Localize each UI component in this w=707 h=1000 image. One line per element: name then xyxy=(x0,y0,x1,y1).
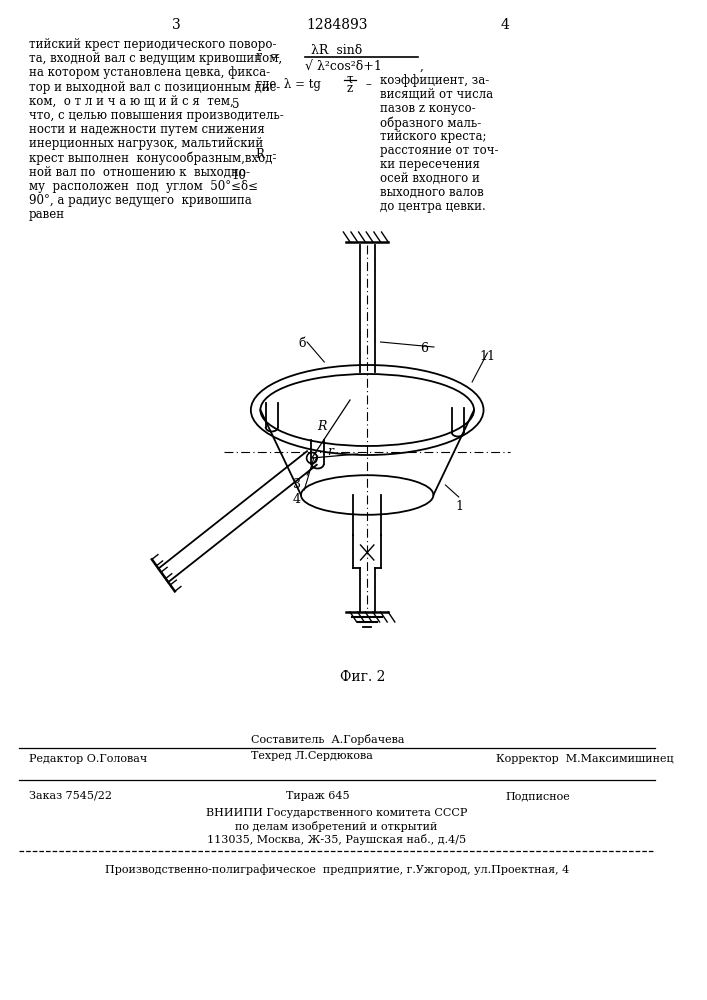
Text: 113035, Москва, Ж-35, Раушская наб., д.4/5: 113035, Москва, Ж-35, Раушская наб., д.4… xyxy=(207,834,466,845)
Text: 11: 11 xyxy=(480,350,496,363)
Text: ком,  о т л и ч а ю щ и й с я  тем,: ком, о т л и ч а ю щ и й с я тем, xyxy=(28,95,233,108)
Text: 3: 3 xyxy=(172,18,181,32)
Text: Редактор О.Головач: Редактор О.Головач xyxy=(28,754,147,764)
Text: равен: равен xyxy=(28,208,65,221)
Text: осей входного и: осей входного и xyxy=(380,172,479,185)
Text: R  -: R - xyxy=(256,148,276,161)
Text: Корректор  М.Максимишинец: Корректор М.Максимишинец xyxy=(496,754,674,764)
Text: ВНИИПИ Государственного комитета СССР: ВНИИПИ Государственного комитета СССР xyxy=(206,808,467,818)
Text: 4: 4 xyxy=(501,18,510,32)
Text: 1284893: 1284893 xyxy=(306,18,368,32)
Text: образного маль-: образного маль- xyxy=(380,116,481,129)
Text: 6: 6 xyxy=(420,342,428,355)
Text: висящий от числа: висящий от числа xyxy=(380,88,493,101)
Text: пазов z конусо-: пазов z конусо- xyxy=(380,102,475,115)
Text: ности и надежности путем снижения: ности и надежности путем снижения xyxy=(28,123,264,136)
Text: 5: 5 xyxy=(232,98,239,111)
Text: r  =: r = xyxy=(256,50,280,63)
Text: R: R xyxy=(317,420,327,433)
Text: крест выполнен  конусообразным,вход-: крест выполнен конусообразным,вход- xyxy=(28,152,276,165)
Text: Составитель  А.Горбачева: Составитель А.Горбачева xyxy=(251,734,404,745)
Text: z: z xyxy=(346,82,352,95)
Text: r: r xyxy=(327,445,333,458)
Text: 90°, а радиус ведущего  кривошипа: 90°, а радиус ведущего кривошипа xyxy=(28,194,252,207)
Text: коэффициент, за-: коэффициент, за- xyxy=(380,74,489,87)
Text: инерционных нагрузок, мальтийский: инерционных нагрузок, мальтийский xyxy=(28,137,263,150)
Text: тор и выходной вал с позиционным дис-: тор и выходной вал с позиционным дис- xyxy=(28,81,280,94)
Text: Фиг. 2: Фиг. 2 xyxy=(341,670,386,684)
Text: Тираж 645: Тираж 645 xyxy=(286,791,350,801)
Text: му  расположен  под  углом  50°≤δ≤: му расположен под углом 50°≤δ≤ xyxy=(28,180,257,193)
Text: τ: τ xyxy=(346,73,353,86)
Text: что, с целью повышения производитель-: что, с целью повышения производитель- xyxy=(28,109,284,122)
Text: тийский крест периодического поворо-: тийский крест периодического поворо- xyxy=(28,38,276,51)
Text: λR  sinδ: λR sinδ xyxy=(311,44,362,57)
Text: до центра цевки.: до центра цевки. xyxy=(380,200,485,213)
Text: где  λ = tg: где λ = tg xyxy=(256,78,320,91)
Text: Техред Л.Сердюкова: Техред Л.Сердюкова xyxy=(251,751,373,761)
Text: ,: , xyxy=(420,60,423,73)
Text: по делам изобретений и открытий: по делам изобретений и открытий xyxy=(235,821,438,832)
Text: Заказ 7545/22: Заказ 7545/22 xyxy=(28,791,112,801)
Text: √ λ²cos²δ+1: √ λ²cos²δ+1 xyxy=(305,60,382,73)
Text: 10: 10 xyxy=(232,169,247,182)
Text: Подписное: Подписное xyxy=(506,791,571,801)
Text: 1: 1 xyxy=(455,500,463,513)
Text: ной вал по  отношению к  выходно-: ной вал по отношению к выходно- xyxy=(28,166,250,179)
Text: тийского креста;: тийского креста; xyxy=(380,130,486,143)
Text: расстояние от точ-: расстояние от точ- xyxy=(380,144,498,157)
Text: 4: 4 xyxy=(293,493,300,506)
Text: на котором установлена цевка, фикса-: на котором установлена цевка, фикса- xyxy=(28,66,270,79)
Text: –: – xyxy=(366,78,371,91)
Text: та, входной вал с ведущим кривошипом,: та, входной вал с ведущим кривошипом, xyxy=(28,52,281,65)
Text: ки пересечения: ки пересечения xyxy=(380,158,479,171)
Text: 3: 3 xyxy=(293,478,300,491)
Text: б: б xyxy=(298,337,306,350)
Text: Производственно-полиграфическое  предприятие, г.Ужгород, ул.Проектная, 4: Производственно-полиграфическое предприя… xyxy=(105,864,569,875)
Text: выходного валов: выходного валов xyxy=(380,186,484,199)
